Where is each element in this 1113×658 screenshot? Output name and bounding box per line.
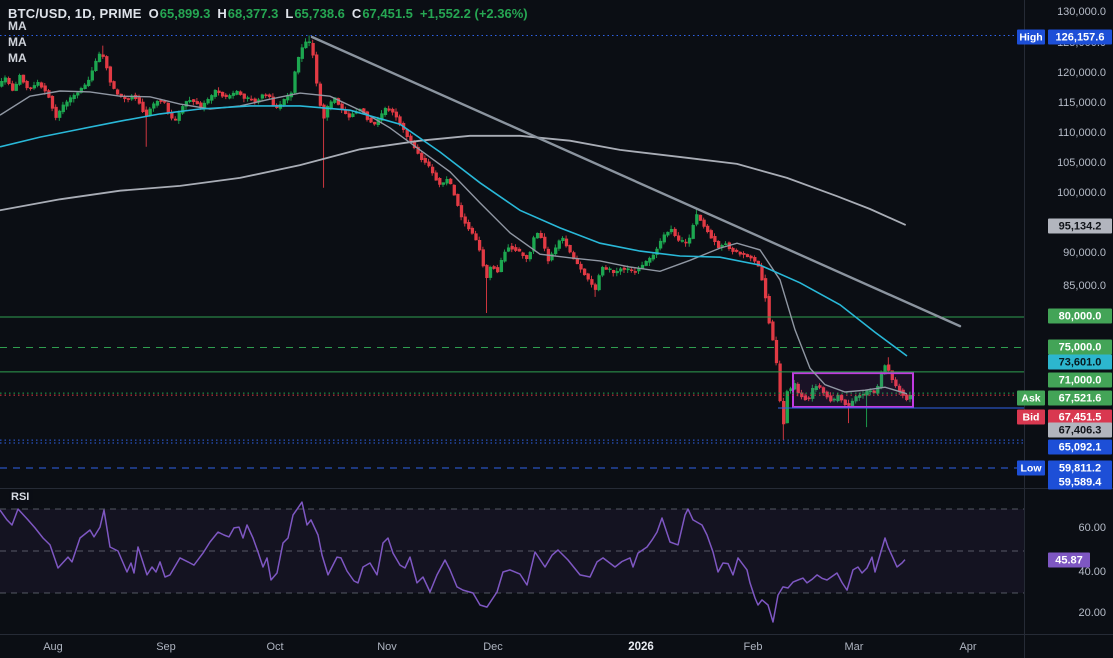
ma-indicator-label-3[interactable]: MA (8, 51, 27, 65)
low-price-label: 59,811.2 Low (1017, 460, 1112, 476)
rsi-indicator-label[interactable]: RSI (9, 490, 34, 505)
time-axis-label-mar: Mar (844, 641, 864, 653)
level-80000-label: 80,000.0 (1048, 308, 1112, 324)
price-axis-tick: 60.00 (1078, 522, 1106, 534)
price-axis-tick: 120,000.0 (1057, 67, 1106, 79)
bid-price-label: 67,451.5 Bid (1017, 409, 1112, 425)
low-tag-label: Low (1017, 460, 1045, 476)
price-axis-tick: 85,000.0 (1063, 280, 1106, 292)
ma-fast-line[interactable] (0, 90, 908, 395)
ma-cyan-value-label: 73,601.0 (1048, 354, 1112, 370)
ask-tag-label: Ask (1017, 390, 1045, 406)
bid-tag-label: Bid (1017, 409, 1045, 425)
ma-indicator-label-1[interactable]: MA (8, 19, 27, 33)
chart-legend: BTC/USD, 1D, PRIME O 65,899.3 H 68,377.3 L… (8, 6, 528, 21)
ma-fast-value-label: 67,406.3 (1048, 422, 1112, 438)
candles-down (7, 39, 909, 441)
consolidation-box[interactable] (792, 372, 914, 408)
price-axis-tick: 20.00 (1078, 607, 1106, 619)
ohlc-open: O 65,899.3 (148, 6, 211, 21)
price-axis-tick: 100,000.0 (1057, 187, 1106, 199)
price-axis-tick: 115,000.0 (1057, 97, 1106, 109)
ask-price-label: 67,521.6 Ask (1017, 390, 1112, 406)
time-axis-label-2026: 2026 (628, 641, 654, 653)
high-price-label: 126,157.6 High (1017, 29, 1112, 45)
ma-slow-line[interactable] (0, 134, 906, 226)
time-axis-label-oct: Oct (266, 641, 284, 653)
ohlc-low: L 65,738.6 (285, 6, 345, 21)
time-axis-label-apr: Apr (959, 641, 977, 653)
time-axis-label-dec: Dec (483, 641, 503, 653)
level-75000-label: 75,000.0 (1048, 339, 1112, 355)
ohlc-close: C 67,451.5 (351, 6, 413, 21)
price-axis-tick: 90,000.0 (1063, 247, 1106, 259)
price-axis-tick: 130,000.0 (1057, 6, 1106, 18)
time-axis-label-feb: Feb (743, 641, 763, 653)
time-axis-label-aug: Aug (43, 641, 63, 653)
time-axis-label-sep: Sep (156, 641, 176, 653)
symbol-title[interactable]: BTC/USD, 1D, PRIME (8, 6, 142, 21)
trendline[interactable] (310, 35, 962, 328)
price-axis-tick: 105,000.0 (1057, 157, 1106, 169)
rsi-value-label: 45.87 (1048, 552, 1090, 568)
level-65092-label: 65,092.1 (1048, 439, 1112, 455)
price-change: +1,552.2 (+2.36%) (419, 6, 528, 21)
ma-slow-value-label: 95,134.2 (1048, 218, 1112, 234)
ma-cyan-line[interactable] (0, 105, 908, 357)
price-axis-tick: 110,000.0 (1057, 127, 1106, 139)
level-71000-label: 71,000.0 (1048, 372, 1112, 388)
candles-up (0, 35, 913, 428)
rsi-line (0, 501, 906, 623)
level-59589-label: 59,589.4 (1048, 474, 1112, 490)
time-axis-label-nov: Nov (377, 641, 397, 653)
ma-indicator-label-2[interactable]: MA (8, 35, 27, 49)
high-tag-label: High (1017, 29, 1045, 45)
ohlc-high: H 68,377.3 (217, 6, 279, 21)
price-axis-tick: 40.00 (1078, 566, 1106, 578)
